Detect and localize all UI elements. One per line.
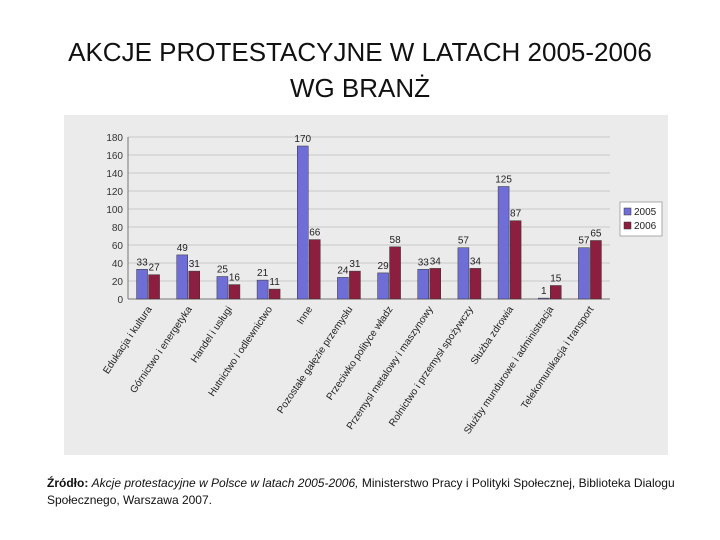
y-tick-label: 120	[106, 187, 123, 198]
bar-2005	[297, 145, 309, 300]
y-tick-label: 20	[112, 277, 124, 288]
bar-2005	[377, 272, 389, 300]
data-label: 87	[510, 209, 522, 220]
bar-2005	[216, 276, 229, 300]
category-label: Rolnictwo i przemysł spożywczy	[387, 305, 476, 429]
y-tick-label: 60	[112, 241, 124, 252]
bar-2005	[256, 279, 269, 300]
category-label: Inne	[295, 304, 315, 327]
category-label: Pozostałe gałęzie przemysłu	[275, 305, 355, 416]
source-label: Źródło:	[47, 476, 89, 490]
data-label: 34	[470, 256, 482, 267]
data-label: 25	[217, 265, 229, 276]
data-label: 33	[418, 257, 430, 268]
bar-2006	[148, 274, 160, 300]
bar-2005	[538, 297, 550, 300]
data-label: 125	[495, 175, 512, 186]
bar-2005	[417, 269, 429, 300]
data-label: 31	[189, 259, 201, 270]
bar-2006	[349, 270, 361, 300]
data-label: 57	[578, 236, 590, 247]
legend-label: 2005	[634, 207, 657, 218]
data-label: 49	[177, 243, 189, 254]
y-tick-label: 180	[106, 133, 123, 144]
slide-title: AKCJE PROTESTACYJNE W LATACH 2005-2006 W…	[0, 34, 720, 106]
category-label: Handel i usługi	[189, 305, 235, 366]
y-tick-label: 0	[117, 295, 123, 306]
bar-2005	[457, 247, 470, 300]
data-label: 21	[257, 268, 269, 279]
data-label: 11	[269, 277, 280, 288]
source-publisher: Ministerstwo Pracy i Polityki Społecznej…	[47, 476, 675, 507]
category-label: Telekomunikacja i transport	[520, 304, 597, 411]
data-label: 16	[229, 273, 241, 284]
bar-2006	[509, 220, 522, 300]
category-label: Służba zdrowia	[469, 304, 516, 367]
data-label: 34	[430, 256, 442, 267]
data-label: 31	[349, 259, 361, 270]
data-label: 33	[137, 257, 149, 268]
bar-2006	[429, 268, 441, 300]
category-label: Przemysł metalowy i maszynowy	[345, 305, 436, 432]
y-tick-label: 40	[112, 259, 124, 270]
y-tick-label: 80	[112, 223, 124, 234]
data-label: 1	[541, 286, 547, 297]
data-label: 65	[590, 229, 602, 240]
legend-label: 2006	[634, 221, 657, 232]
bar-2006	[228, 284, 241, 300]
data-label: 58	[390, 235, 402, 246]
bar-2005	[578, 247, 590, 300]
data-label: 57	[458, 236, 470, 247]
bar-2005	[337, 277, 349, 300]
title-line-1: AKCJE PROTESTACYJNE W LATACH 2005-2006	[68, 37, 652, 67]
data-label: 29	[378, 261, 390, 272]
bar-2005	[136, 269, 148, 300]
data-label: 66	[309, 228, 321, 239]
legend-box	[619, 201, 663, 237]
bar-2006	[469, 268, 482, 300]
data-label: 24	[337, 265, 349, 276]
y-tick-label: 140	[106, 169, 123, 180]
data-label: 27	[149, 263, 161, 274]
data-label: 15	[550, 274, 562, 285]
bar-2006	[188, 270, 200, 300]
bar-2005	[497, 186, 510, 300]
y-tick-label: 100	[106, 205, 123, 216]
bar-2006	[268, 288, 281, 300]
bar-2006	[550, 285, 562, 300]
y-tick-label: 160	[106, 151, 123, 162]
title-line-2: WG BRANŻ	[289, 73, 431, 103]
data-label: 170	[294, 134, 311, 145]
legend-swatch	[623, 221, 632, 230]
legend-swatch	[623, 207, 632, 216]
source-work: Akcje protestacyjne w Polsce w latach 20…	[91, 476, 359, 490]
bar-2006	[590, 240, 602, 300]
bar-2006	[309, 239, 321, 300]
source-note: Źródło: Akcje protestacyjne w Polsce w l…	[47, 475, 687, 509]
bar-2006	[389, 246, 401, 300]
bar-2005	[176, 254, 188, 300]
chart-area: 0 20 40 60 80 100 120 140 160 180 33 27 Edukacja i k…	[64, 115, 668, 455]
